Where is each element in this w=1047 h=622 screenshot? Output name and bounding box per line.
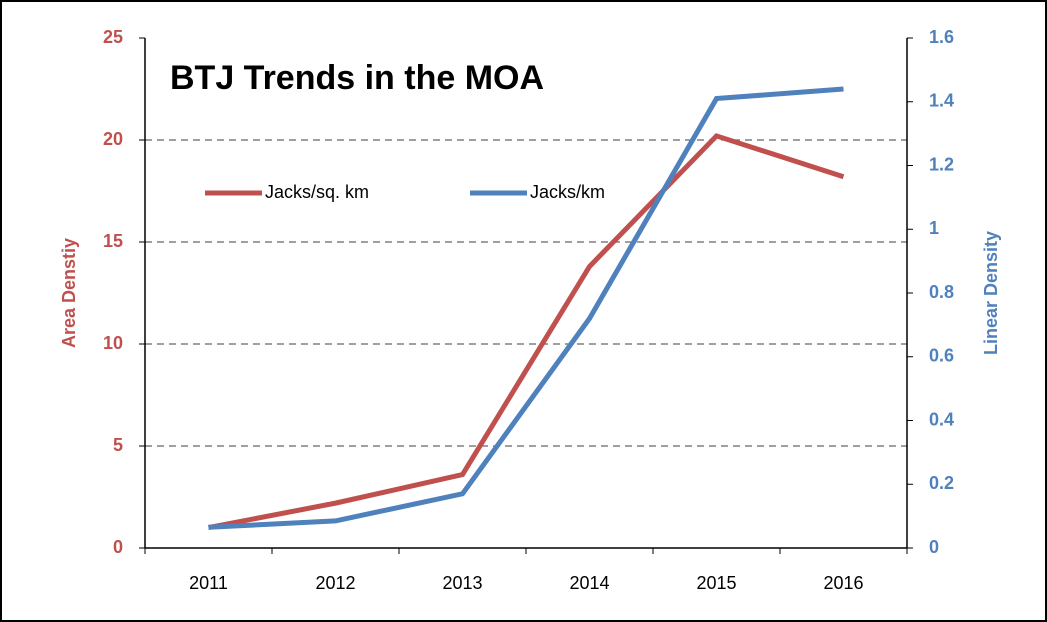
y2-tick-label: 1.2 — [929, 154, 954, 174]
y2-tick-label: 1.6 — [929, 27, 954, 47]
y2-axis-label: Linear Density — [981, 231, 1001, 355]
y2-tick-label: 1 — [929, 218, 939, 238]
y-tick-label: 0 — [113, 537, 123, 557]
x-tick-label: 2016 — [823, 573, 863, 593]
y-tick-label: 5 — [113, 435, 123, 455]
series-line — [208, 133, 845, 531]
legend-label: Jacks/km — [530, 182, 605, 202]
y-tick-label: 15 — [103, 231, 123, 251]
y-axis-label: Area Denstiy — [59, 238, 79, 348]
x-tick-label: 2013 — [442, 573, 482, 593]
x-tick-label: 2011 — [189, 573, 228, 593]
x-tick-label: 2014 — [569, 573, 609, 593]
y2-tick-label: 0 — [929, 537, 939, 557]
y2-tick-label: 0.8 — [929, 282, 954, 302]
y-tick-label: 25 — [103, 27, 123, 47]
y-tick-label: 20 — [103, 129, 123, 149]
chart-title: BTJ Trends in the MOA — [170, 59, 544, 97]
y2-tick-label: 1.4 — [929, 91, 954, 111]
x-tick-label: 2015 — [696, 573, 736, 593]
y2-tick-label: 0.4 — [929, 409, 954, 429]
y2-tick-label: 0.6 — [929, 346, 954, 366]
y-tick-label: 10 — [103, 333, 123, 353]
legend-label: Jacks/sq. km — [265, 182, 369, 202]
x-tick-label: 2012 — [315, 573, 355, 593]
y2-tick-label: 0.2 — [929, 473, 954, 493]
series-line — [208, 86, 844, 530]
